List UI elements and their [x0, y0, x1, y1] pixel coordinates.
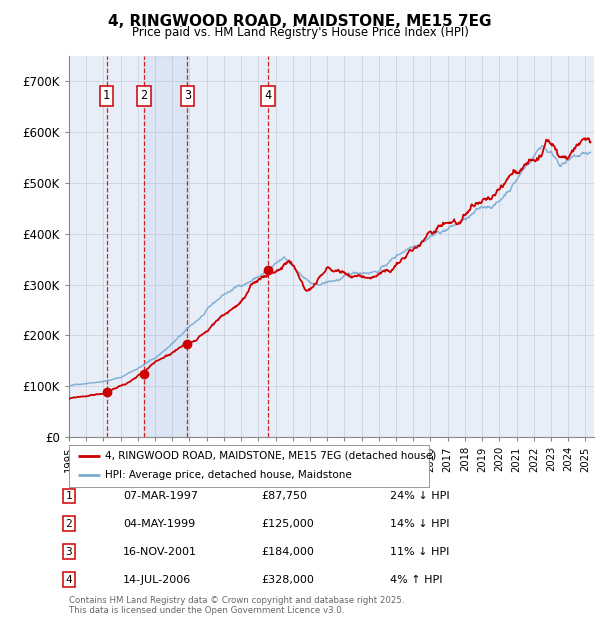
Text: 3: 3 — [65, 547, 73, 557]
Text: £184,000: £184,000 — [261, 547, 314, 557]
Text: 4, RINGWOOD ROAD, MAIDSTONE, ME15 7EG: 4, RINGWOOD ROAD, MAIDSTONE, ME15 7EG — [108, 14, 492, 29]
Text: 14% ↓ HPI: 14% ↓ HPI — [390, 519, 449, 529]
Text: 11% ↓ HPI: 11% ↓ HPI — [390, 547, 449, 557]
Text: 1: 1 — [103, 89, 110, 102]
Text: 4: 4 — [65, 575, 73, 585]
Text: 14-JUL-2006: 14-JUL-2006 — [123, 575, 191, 585]
Text: Contains HM Land Registry data © Crown copyright and database right 2025.
This d: Contains HM Land Registry data © Crown c… — [69, 596, 404, 615]
Text: 4, RINGWOOD ROAD, MAIDSTONE, ME15 7EG (detached house): 4, RINGWOOD ROAD, MAIDSTONE, ME15 7EG (d… — [105, 451, 436, 461]
Bar — [144, 56, 187, 437]
Text: 3: 3 — [184, 89, 191, 102]
Text: Price paid vs. HM Land Registry's House Price Index (HPI): Price paid vs. HM Land Registry's House … — [131, 26, 469, 39]
Text: £87,750: £87,750 — [261, 491, 307, 501]
Text: 24% ↓ HPI: 24% ↓ HPI — [390, 491, 449, 501]
Text: 04-MAY-1999: 04-MAY-1999 — [123, 519, 195, 529]
Text: 16-NOV-2001: 16-NOV-2001 — [123, 547, 197, 557]
Text: £125,000: £125,000 — [261, 519, 314, 529]
Text: HPI: Average price, detached house, Maidstone: HPI: Average price, detached house, Maid… — [105, 471, 352, 480]
Text: £328,000: £328,000 — [261, 575, 314, 585]
Text: 4% ↑ HPI: 4% ↑ HPI — [390, 575, 443, 585]
Text: 2: 2 — [65, 519, 73, 529]
Text: 07-MAR-1997: 07-MAR-1997 — [123, 491, 198, 501]
Text: 2: 2 — [140, 89, 147, 102]
Text: 1: 1 — [65, 491, 73, 501]
Text: 4: 4 — [264, 89, 271, 102]
